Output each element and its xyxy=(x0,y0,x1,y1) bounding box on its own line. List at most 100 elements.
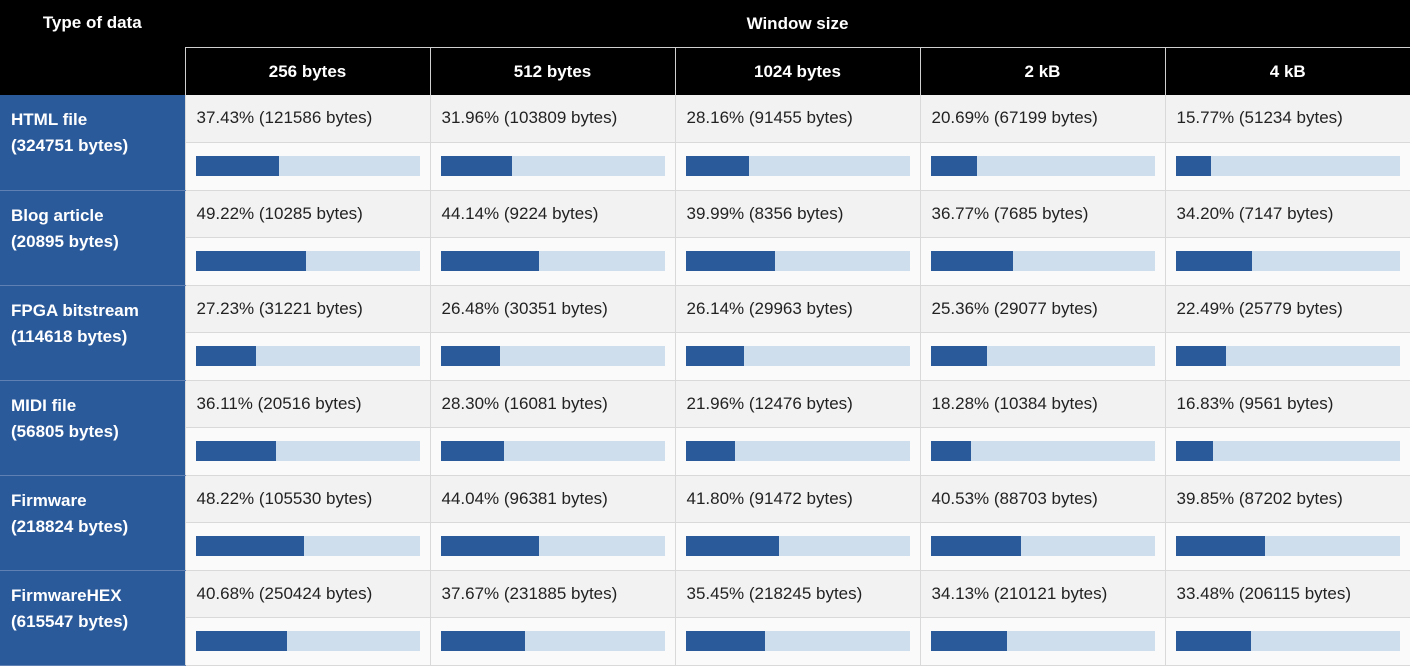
ratio-bar-cell xyxy=(919,617,1165,666)
compression-value: 26.14% (29963 bytes) xyxy=(674,285,920,333)
ratio-bar-track xyxy=(440,251,665,271)
ratio-bar-track xyxy=(195,441,420,461)
compression-value: 49.22% (10285 bytes) xyxy=(184,190,430,238)
ratio-bar-track xyxy=(930,536,1155,556)
compression-value: 34.13% (210121 bytes) xyxy=(919,570,1165,618)
compression-value: 25.36% (29077 bytes) xyxy=(919,285,1165,333)
ratio-bar-cell xyxy=(184,427,430,476)
ratio-bar-track xyxy=(685,346,910,366)
data-type-name: Firmware xyxy=(11,490,87,510)
ratio-bar-fill xyxy=(685,346,745,366)
ratio-bar-cell xyxy=(919,142,1165,191)
ratio-bar-cell xyxy=(919,427,1165,476)
ratio-bar-track xyxy=(440,631,665,651)
ratio-bar-cell xyxy=(674,332,920,381)
ratio-bar-cell xyxy=(184,237,430,286)
ratio-bar-cell xyxy=(919,237,1165,286)
ratio-bar-cell xyxy=(429,617,675,666)
window-size-group-header: Window size xyxy=(185,0,1410,48)
compression-value: 22.49% (25779 bytes) xyxy=(1164,285,1410,333)
bar-row xyxy=(0,522,1410,571)
ratio-bar-fill xyxy=(685,631,765,651)
ratio-bar-cell xyxy=(674,522,920,571)
ratio-bar-fill xyxy=(930,346,988,366)
ratio-bar-track xyxy=(440,156,665,176)
table-row: HTML file (324751 bytes) 37.43% (121586 by… xyxy=(0,95,1410,191)
ratio-bar-fill xyxy=(1175,251,1253,271)
ratio-bar-track xyxy=(1175,346,1400,366)
ratio-bar-track xyxy=(440,536,665,556)
ratio-bar-fill xyxy=(195,251,306,271)
ratio-bar-fill xyxy=(930,156,977,176)
compression-value: 36.77% (7685 bytes) xyxy=(919,190,1165,238)
data-type-size: (20895 bytes) xyxy=(11,231,119,251)
ratio-bar-cell xyxy=(429,427,675,476)
row-header: MIDI file (56805 bytes) xyxy=(0,380,185,476)
compression-value: 44.04% (96381 bytes) xyxy=(429,475,675,523)
data-type-size: (114618 bytes) xyxy=(11,326,128,346)
column-header-4-kb: 4 kB xyxy=(1164,47,1410,95)
compression-value: 36.11% (20516 bytes) xyxy=(184,380,430,428)
ratio-bar-cell xyxy=(1164,332,1410,381)
ratio-bar-cell xyxy=(429,142,675,191)
data-type-name: FirmwareHEX xyxy=(11,585,122,605)
data-type-size: (56805 bytes) xyxy=(11,421,119,441)
ratio-bar-track xyxy=(685,631,910,651)
ratio-bar-track xyxy=(195,251,420,271)
compression-value: 37.43% (121586 bytes) xyxy=(184,95,430,143)
table-row: FPGA bitstream (114618 bytes) 27.23% (3122… xyxy=(0,285,1410,381)
column-header-1024-bytes: 1024 bytes xyxy=(674,47,920,95)
ratio-bar-fill xyxy=(440,441,504,461)
ratio-bar-fill xyxy=(930,536,1022,556)
row-header: FPGA bitstream (114618 bytes) xyxy=(0,285,185,381)
compression-value: 37.67% (231885 bytes) xyxy=(429,570,675,618)
data-type-size: (218824 bytes) xyxy=(11,516,129,536)
ratio-bar-track xyxy=(685,156,910,176)
data-type-name: HTML file xyxy=(11,110,88,129)
ratio-bar-track xyxy=(1175,631,1400,651)
ratio-bar-cell xyxy=(429,237,675,286)
compression-value: 31.96% (103809 bytes) xyxy=(429,95,675,143)
compression-value: 48.22% (105530 bytes) xyxy=(184,475,430,523)
bar-row xyxy=(0,617,1410,666)
ratio-bar-track xyxy=(195,631,420,651)
ratio-bar-fill xyxy=(1175,156,1211,176)
compression-value: 18.28% (10384 bytes) xyxy=(919,380,1165,428)
ratio-bar-track xyxy=(1175,156,1400,176)
ratio-bar-track xyxy=(1175,441,1400,461)
ratio-bar-track xyxy=(685,441,910,461)
ratio-bar-fill xyxy=(440,536,540,556)
ratio-bar-fill xyxy=(930,631,1007,651)
bar-row xyxy=(0,142,1410,191)
ratio-bar-track xyxy=(930,441,1155,461)
ratio-bar-fill xyxy=(685,441,735,461)
ratio-bar-fill xyxy=(685,156,749,176)
compression-value: 44.14% (9224 bytes) xyxy=(429,190,675,238)
ratio-bar-fill xyxy=(685,536,780,556)
ratio-bar-fill xyxy=(440,631,525,651)
ratio-bar-cell xyxy=(674,617,920,666)
compression-value: 40.68% (250424 bytes) xyxy=(184,570,430,618)
compression-value: 28.30% (16081 bytes) xyxy=(429,380,675,428)
table-body: HTML file (324751 bytes) 37.43% (121586 by… xyxy=(0,95,1410,666)
ratio-bar-fill xyxy=(1175,631,1251,651)
compression-value: 15.77% (51234 bytes) xyxy=(1164,95,1410,143)
ratio-bar-cell xyxy=(919,522,1165,571)
ratio-bar-cell xyxy=(184,142,430,191)
ratio-bar-track xyxy=(930,631,1155,651)
ratio-bar-cell xyxy=(429,522,675,571)
ratio-bar-fill xyxy=(930,251,1013,271)
ratio-bar-track xyxy=(1175,536,1400,556)
data-type-name: Blog article xyxy=(11,205,104,225)
data-type-size: (615547 bytes) xyxy=(11,611,129,631)
row-header: Firmware (218824 bytes) xyxy=(0,475,185,571)
ratio-bar-track xyxy=(930,156,1155,176)
table-row: Firmware (218824 bytes) 48.22% (105530 byt… xyxy=(0,475,1410,571)
compression-value: 39.99% (8356 bytes) xyxy=(674,190,920,238)
ratio-bar-cell xyxy=(184,522,430,571)
ratio-bar-cell xyxy=(184,332,430,381)
ratio-bar-cell xyxy=(674,427,920,476)
row-header: FirmwareHEX (615547 bytes) xyxy=(0,570,185,666)
ratio-bar-cell xyxy=(674,142,920,191)
